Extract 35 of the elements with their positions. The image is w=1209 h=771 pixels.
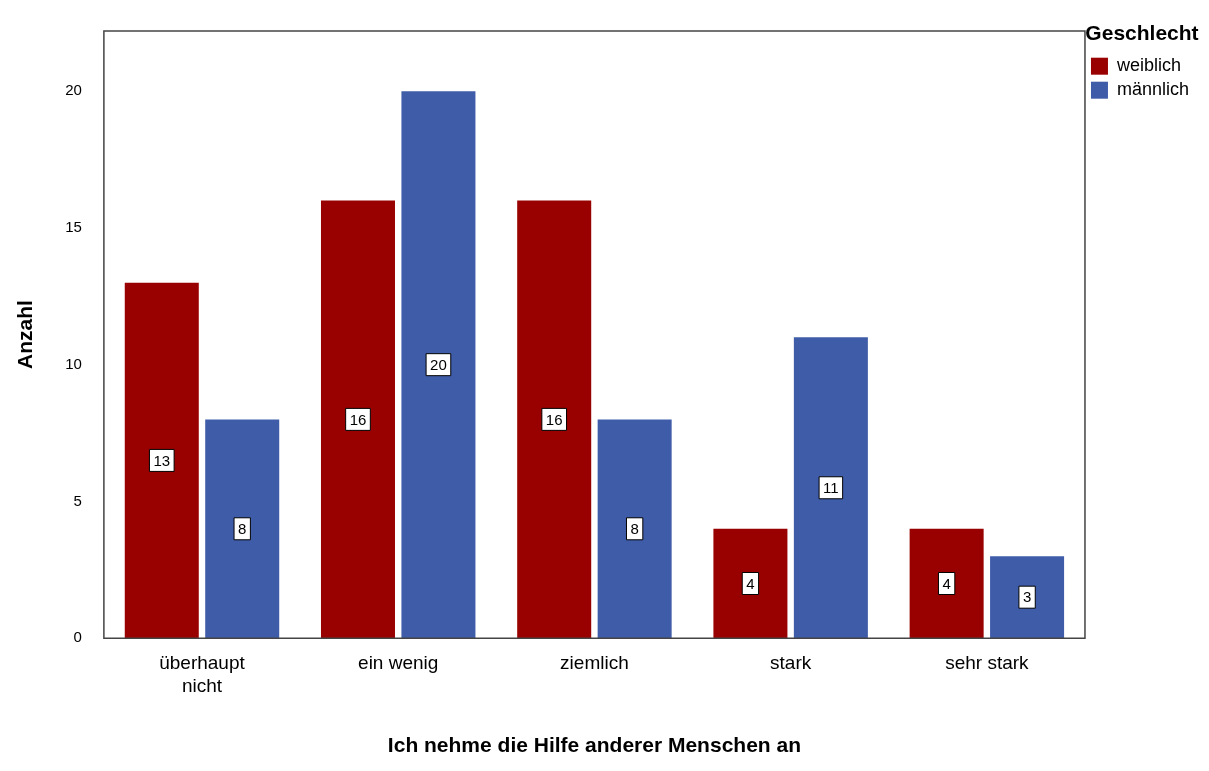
y-tick-label: 0: [73, 628, 82, 646]
x-axis-title: Ich nehme die Hilfe anderer Menschen an: [387, 733, 801, 757]
bar: [713, 528, 788, 639]
y-tick-label: 20: [65, 81, 82, 99]
data-label: 16: [349, 410, 367, 428]
data-label: 3: [1022, 588, 1032, 606]
y-axis-title: Anzahl: [13, 300, 37, 370]
x-tick-label: ein wenig: [358, 651, 439, 673]
legend-label: männlich: [1116, 79, 1190, 100]
y-tick-label: 10: [65, 354, 82, 372]
bar: [990, 556, 1065, 639]
data-label: 8: [630, 519, 639, 537]
bar: [205, 419, 280, 639]
x-tick-label: stark: [770, 651, 812, 673]
bar: [793, 337, 868, 639]
data-label: 13: [153, 451, 171, 469]
bar: [124, 282, 199, 639]
bar: [320, 200, 395, 639]
data-label: 20: [430, 355, 447, 373]
y-tick-label: 15: [65, 218, 82, 236]
x-tick-label: ziemlich: [560, 651, 629, 673]
data-label: 16: [545, 410, 563, 428]
bar: [597, 419, 672, 639]
x-tick-label: sehr stark: [945, 651, 1030, 673]
data-label: 11: [823, 478, 839, 496]
y-tick-label: 5: [73, 491, 82, 509]
legend-label: weiblich: [1115, 55, 1181, 76]
x-tick-label: überhaupt nicht: [159, 651, 246, 696]
legend-title: Geschlecht: [1085, 21, 1199, 45]
data-label: 4: [942, 574, 951, 592]
bar: [909, 528, 984, 639]
bar: [401, 91, 476, 639]
data-label: 8: [238, 519, 247, 537]
data-label: 4: [746, 574, 755, 592]
bar: [517, 200, 592, 639]
